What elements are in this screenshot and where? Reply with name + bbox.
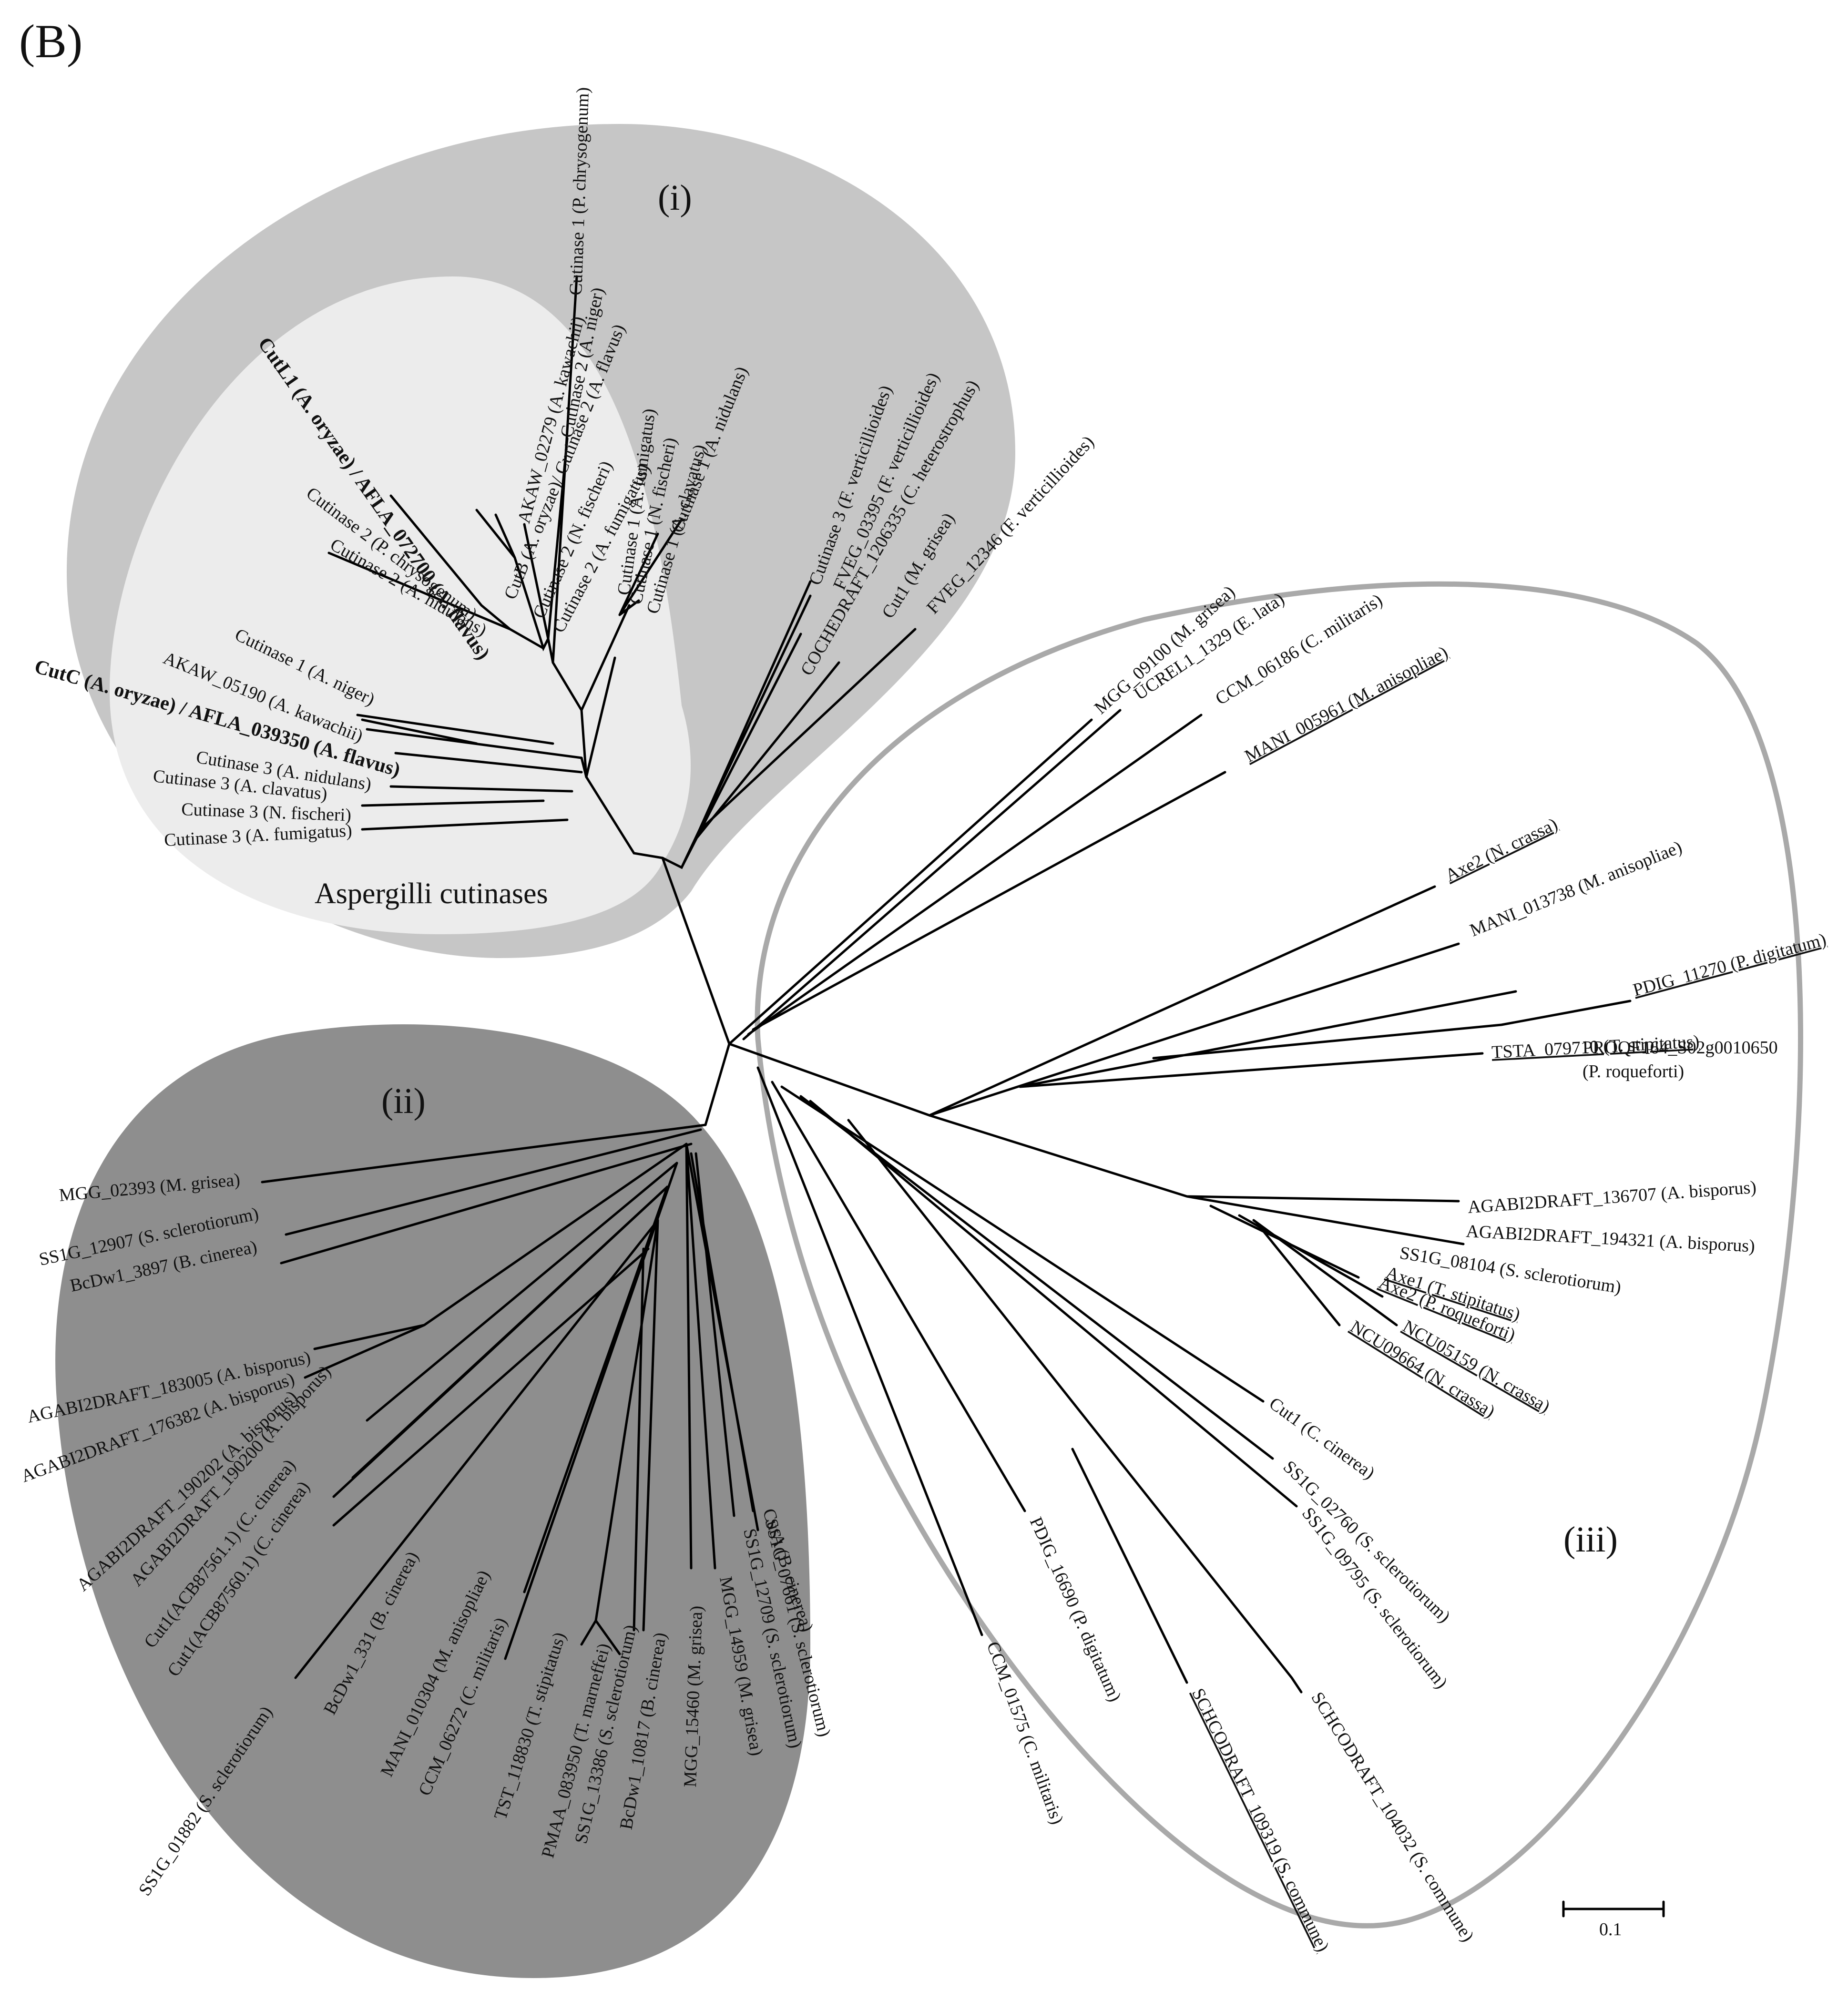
clade-i-label: (i) — [658, 178, 692, 218]
clade-ii-region — [55, 1024, 810, 1978]
leaf-agab-194321: AGABI2DRAFT_194321 (A. bisporus) — [1466, 1221, 1756, 1256]
leaf-pdig-16690: PDIG_16690 (P. digitatum) — [1026, 1514, 1125, 1705]
leaf-agab-136707: AGABI2DRAFT_136707 (A. bisporus) — [1467, 1177, 1757, 1217]
leaf-schco-109319: SCHCODRAFT_109319 (S. commune) — [1188, 1685, 1333, 1955]
scale-bar-label: 0.1 — [1599, 1919, 1622, 1939]
branches — [261, 275, 1665, 1918]
aspergilli-region — [110, 276, 691, 934]
panel-label: (B) — [19, 15, 82, 68]
leaf-proqf-species: (P. roqueforti) — [1583, 1061, 1684, 1082]
clade-ii-label: (ii) — [381, 1081, 426, 1121]
leaf-proqf: PROQF164_S02g0010650 — [1583, 1038, 1778, 1058]
leaf-schco-104032: SCHCODRAFT_104032 (S. commune) — [1307, 1689, 1478, 1946]
clade-iii-label: (iii) — [1563, 1520, 1618, 1560]
scale-bar — [1562, 1900, 1665, 1918]
clade-iii-outline — [755, 581, 1803, 1929]
aspergilli-label: Aspergilli cutinases — [315, 878, 548, 910]
leaf-tsta: TSTA_079710 (T. stipitatus) — [1491, 1031, 1700, 1062]
leaf-ccm-01575: CCM_01575 (C. militaris) — [983, 1639, 1068, 1827]
branch-aspergilli-stem — [580, 756, 664, 859]
leaf-axe2-ncr: Axe2 (N. crassa) — [1442, 814, 1561, 886]
backbone — [661, 857, 731, 1126]
